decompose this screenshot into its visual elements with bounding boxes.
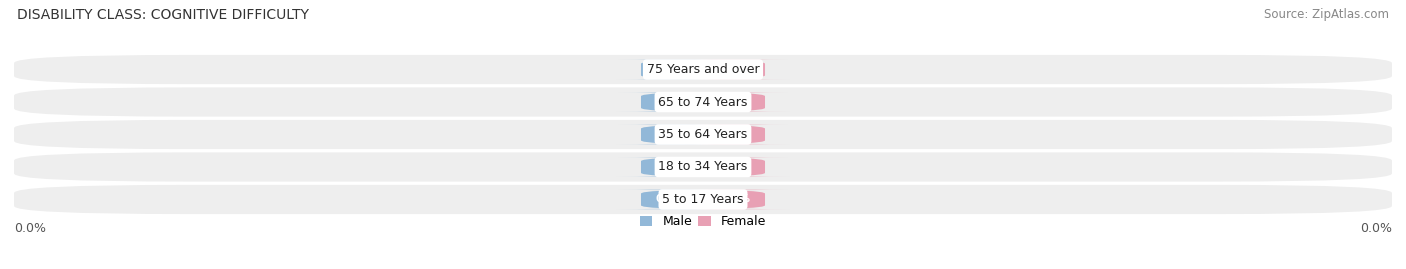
FancyBboxPatch shape [617,92,724,112]
FancyBboxPatch shape [14,185,1392,214]
Text: 0.0%: 0.0% [721,194,751,204]
Text: 0.0%: 0.0% [1360,222,1392,235]
Text: 18 to 34 Years: 18 to 34 Years [658,161,748,174]
FancyBboxPatch shape [617,60,724,79]
Text: 0.0%: 0.0% [721,65,751,75]
FancyBboxPatch shape [14,55,1392,84]
FancyBboxPatch shape [617,157,724,177]
Text: 75 Years and over: 75 Years and over [647,63,759,76]
Text: 0.0%: 0.0% [655,194,685,204]
Text: 0.0%: 0.0% [721,97,751,107]
Text: DISABILITY CLASS: COGNITIVE DIFFICULTY: DISABILITY CLASS: COGNITIVE DIFFICULTY [17,8,309,22]
FancyBboxPatch shape [14,152,1392,182]
Legend: Male, Female: Male, Female [640,215,766,228]
FancyBboxPatch shape [14,120,1392,149]
Text: 0.0%: 0.0% [721,129,751,140]
FancyBboxPatch shape [682,190,789,209]
Text: 0.0%: 0.0% [721,162,751,172]
Text: 5 to 17 Years: 5 to 17 Years [662,193,744,206]
Text: 0.0%: 0.0% [655,97,685,107]
FancyBboxPatch shape [617,190,724,209]
Text: Source: ZipAtlas.com: Source: ZipAtlas.com [1264,8,1389,21]
FancyBboxPatch shape [617,125,724,144]
FancyBboxPatch shape [682,157,789,177]
Text: 0.0%: 0.0% [655,129,685,140]
FancyBboxPatch shape [14,87,1392,117]
FancyBboxPatch shape [682,60,789,79]
Text: 0.0%: 0.0% [14,222,46,235]
Text: 65 to 74 Years: 65 to 74 Years [658,95,748,108]
FancyBboxPatch shape [682,92,789,112]
FancyBboxPatch shape [682,125,789,144]
Text: 0.0%: 0.0% [655,65,685,75]
Text: 35 to 64 Years: 35 to 64 Years [658,128,748,141]
Text: 0.0%: 0.0% [655,162,685,172]
